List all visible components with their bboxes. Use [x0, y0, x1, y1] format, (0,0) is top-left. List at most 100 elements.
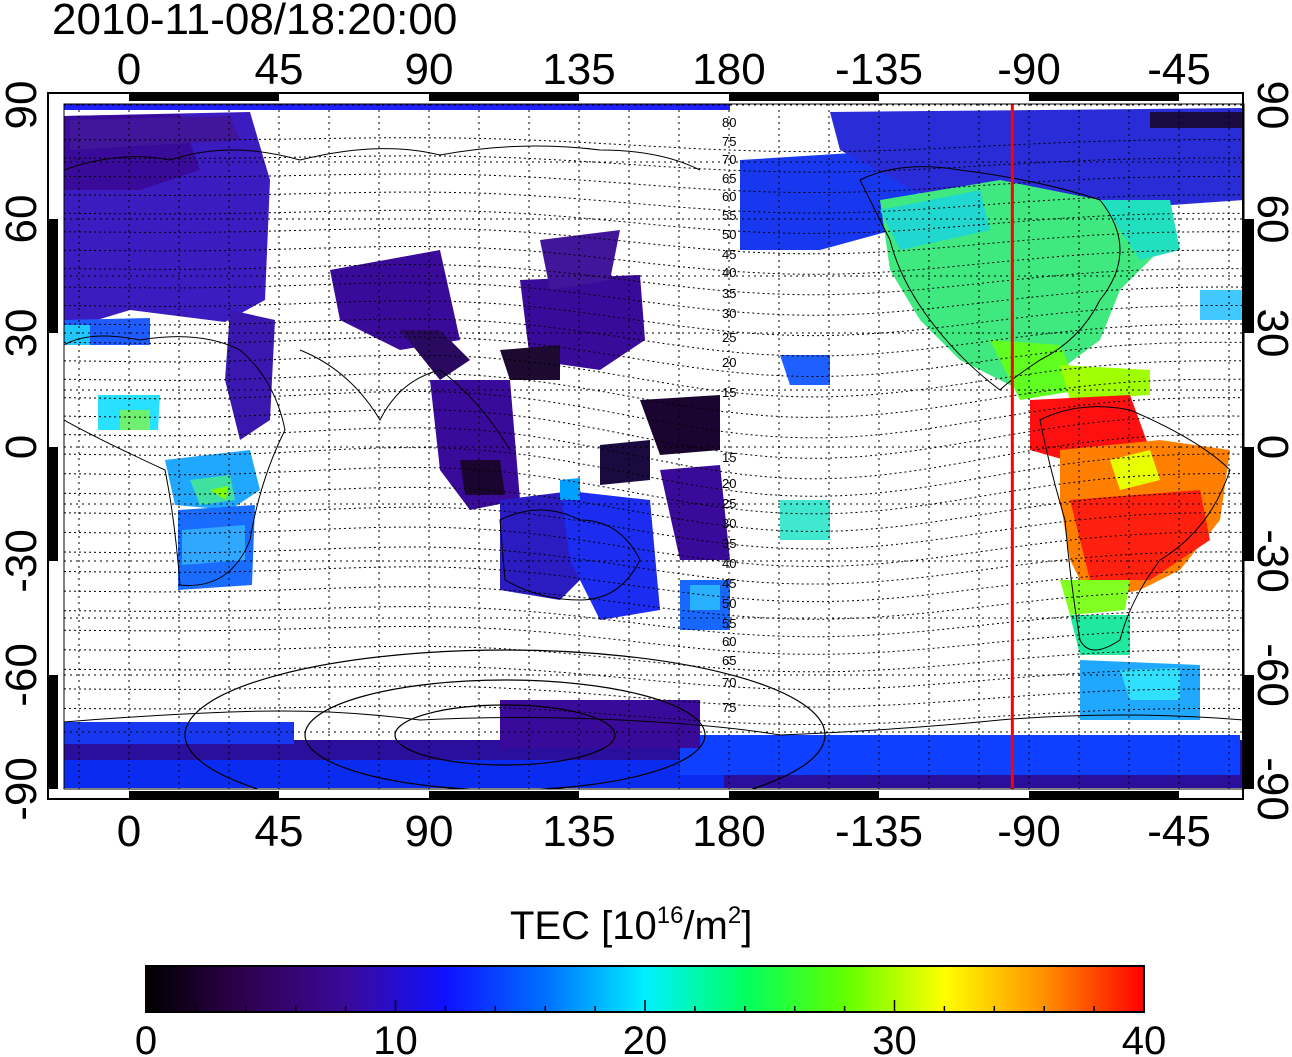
contour-line — [64, 372, 1244, 418]
contour-line — [64, 336, 1244, 377]
colorbar-tick-label: 20 — [623, 1019, 668, 1057]
edge-bar — [1244, 219, 1254, 333]
contour-line — [64, 227, 1244, 255]
contour-label: 55 — [722, 616, 736, 631]
contour-line — [64, 209, 1244, 234]
contour-line — [64, 566, 1244, 603]
coastline-antarctica — [64, 710, 1244, 736]
bottom-lon-tick-label: 135 — [542, 807, 615, 856]
right-lat-tick-label: -90 — [1248, 757, 1292, 821]
tec-patch — [660, 465, 730, 560]
right-lat-tick-label: 0 — [1248, 435, 1292, 459]
contour-label: 50 — [722, 596, 736, 611]
contour-line — [64, 264, 1244, 296]
contour-label: 40 — [722, 265, 736, 280]
edge-bar — [129, 791, 279, 799]
contour-line — [64, 645, 1244, 673]
top-lon-tick-label: -135 — [835, 45, 923, 94]
contour-line — [64, 137, 1244, 153]
coastline-north-america — [859, 166, 1121, 391]
contour-line — [64, 506, 1244, 550]
left-lat-tick-label: 0 — [0, 435, 46, 459]
tec-patch — [780, 355, 830, 385]
coastline-south-america — [1039, 406, 1231, 651]
tec-patch — [1110, 450, 1160, 490]
colorbar-tick-label: 10 — [373, 1019, 418, 1057]
edge-bar — [1244, 675, 1254, 789]
contour-label: 70 — [722, 675, 736, 690]
contour-line — [64, 526, 1244, 567]
contour-line — [64, 191, 1244, 214]
bottom-lon-tick-label: 90 — [405, 807, 454, 856]
contour-line — [64, 447, 1244, 497]
edge-bar — [429, 791, 579, 799]
tec-patch — [330, 250, 460, 350]
contour-label: 45 — [722, 576, 736, 591]
top-lon-tick-label: 90 — [405, 45, 454, 94]
top-lon-tick-label: -90 — [997, 45, 1061, 94]
contour-label: 30 — [722, 306, 736, 321]
contour-line — [64, 282, 1244, 316]
tec-patch — [460, 460, 505, 495]
contour-line — [64, 354, 1244, 398]
tec-patch — [210, 486, 228, 500]
tec-patch — [1120, 668, 1180, 700]
coastline-africa — [64, 335, 286, 586]
top-lon-tick-label: 0 — [117, 45, 141, 94]
contour-label: 75 — [722, 700, 736, 715]
contour-label: 20 — [722, 476, 736, 491]
contour-line — [64, 409, 1244, 459]
right-lat-tick-label: 60 — [1248, 195, 1292, 244]
tec-patch — [680, 735, 1240, 775]
tec-patch — [70, 116, 240, 150]
colorbar-tick-label: 30 — [872, 1019, 917, 1057]
bottom-lon-tick-label: 0 — [117, 807, 141, 856]
map-title: 2010-11-08/18:20:00 — [52, 0, 458, 44]
edge-bar — [1029, 791, 1179, 799]
tec-patch — [120, 410, 150, 430]
tec-patch — [560, 490, 660, 620]
contour-label: 35 — [722, 536, 736, 551]
contour-label: 75 — [722, 134, 736, 149]
top-lon-tick-label: 45 — [255, 45, 304, 94]
contour-label: 45 — [722, 247, 736, 262]
tec-patch — [690, 585, 720, 610]
edge-bar — [48, 675, 58, 789]
colorbar-tick-label: 40 — [1122, 1019, 1167, 1057]
left-lat-tick-label: 30 — [0, 309, 46, 358]
tec-patch — [225, 310, 275, 440]
tec-patch — [64, 104, 730, 110]
colorbar-title: TEC [1016/m2] — [510, 902, 753, 949]
tec-patch — [1060, 580, 1130, 615]
contour-line — [64, 606, 1244, 638]
edge-bar — [48, 447, 58, 561]
contour-line — [64, 391, 1244, 439]
contour-line — [64, 173, 1244, 193]
left-lat-tick-label: -90 — [0, 757, 46, 821]
contour-line — [64, 318, 1244, 357]
left-lat-tick-label: 90 — [0, 81, 46, 130]
tec-patch — [780, 500, 830, 540]
bottom-lon-tick-label: 180 — [692, 807, 765, 856]
tec-patch — [560, 478, 580, 500]
colorbar-ticks — [145, 1000, 1145, 1012]
contour-oval — [394, 704, 616, 766]
top-lon-tick-label: -45 — [1147, 45, 1211, 94]
contour-oval — [184, 649, 826, 789]
edge-bar — [129, 93, 279, 101]
tec-patch — [1060, 365, 1150, 400]
contour-label: 60 — [722, 634, 736, 649]
map-inner-frame — [63, 103, 1245, 790]
contour-label: 25 — [722, 496, 736, 511]
contour-label: 25 — [722, 330, 736, 345]
tec-patch — [830, 108, 1244, 210]
contour-label: 55 — [722, 208, 736, 223]
tec-patch — [540, 230, 620, 290]
edge-tick-bars — [48, 93, 1254, 799]
right-lat-tick-label: 30 — [1248, 309, 1292, 358]
bottom-lon-tick-label: -135 — [835, 807, 923, 856]
bottom-lon-tick-label: -45 — [1147, 807, 1211, 856]
contour-line — [64, 246, 1244, 275]
tec-patch — [1070, 615, 1130, 655]
contour-line — [64, 300, 1244, 337]
